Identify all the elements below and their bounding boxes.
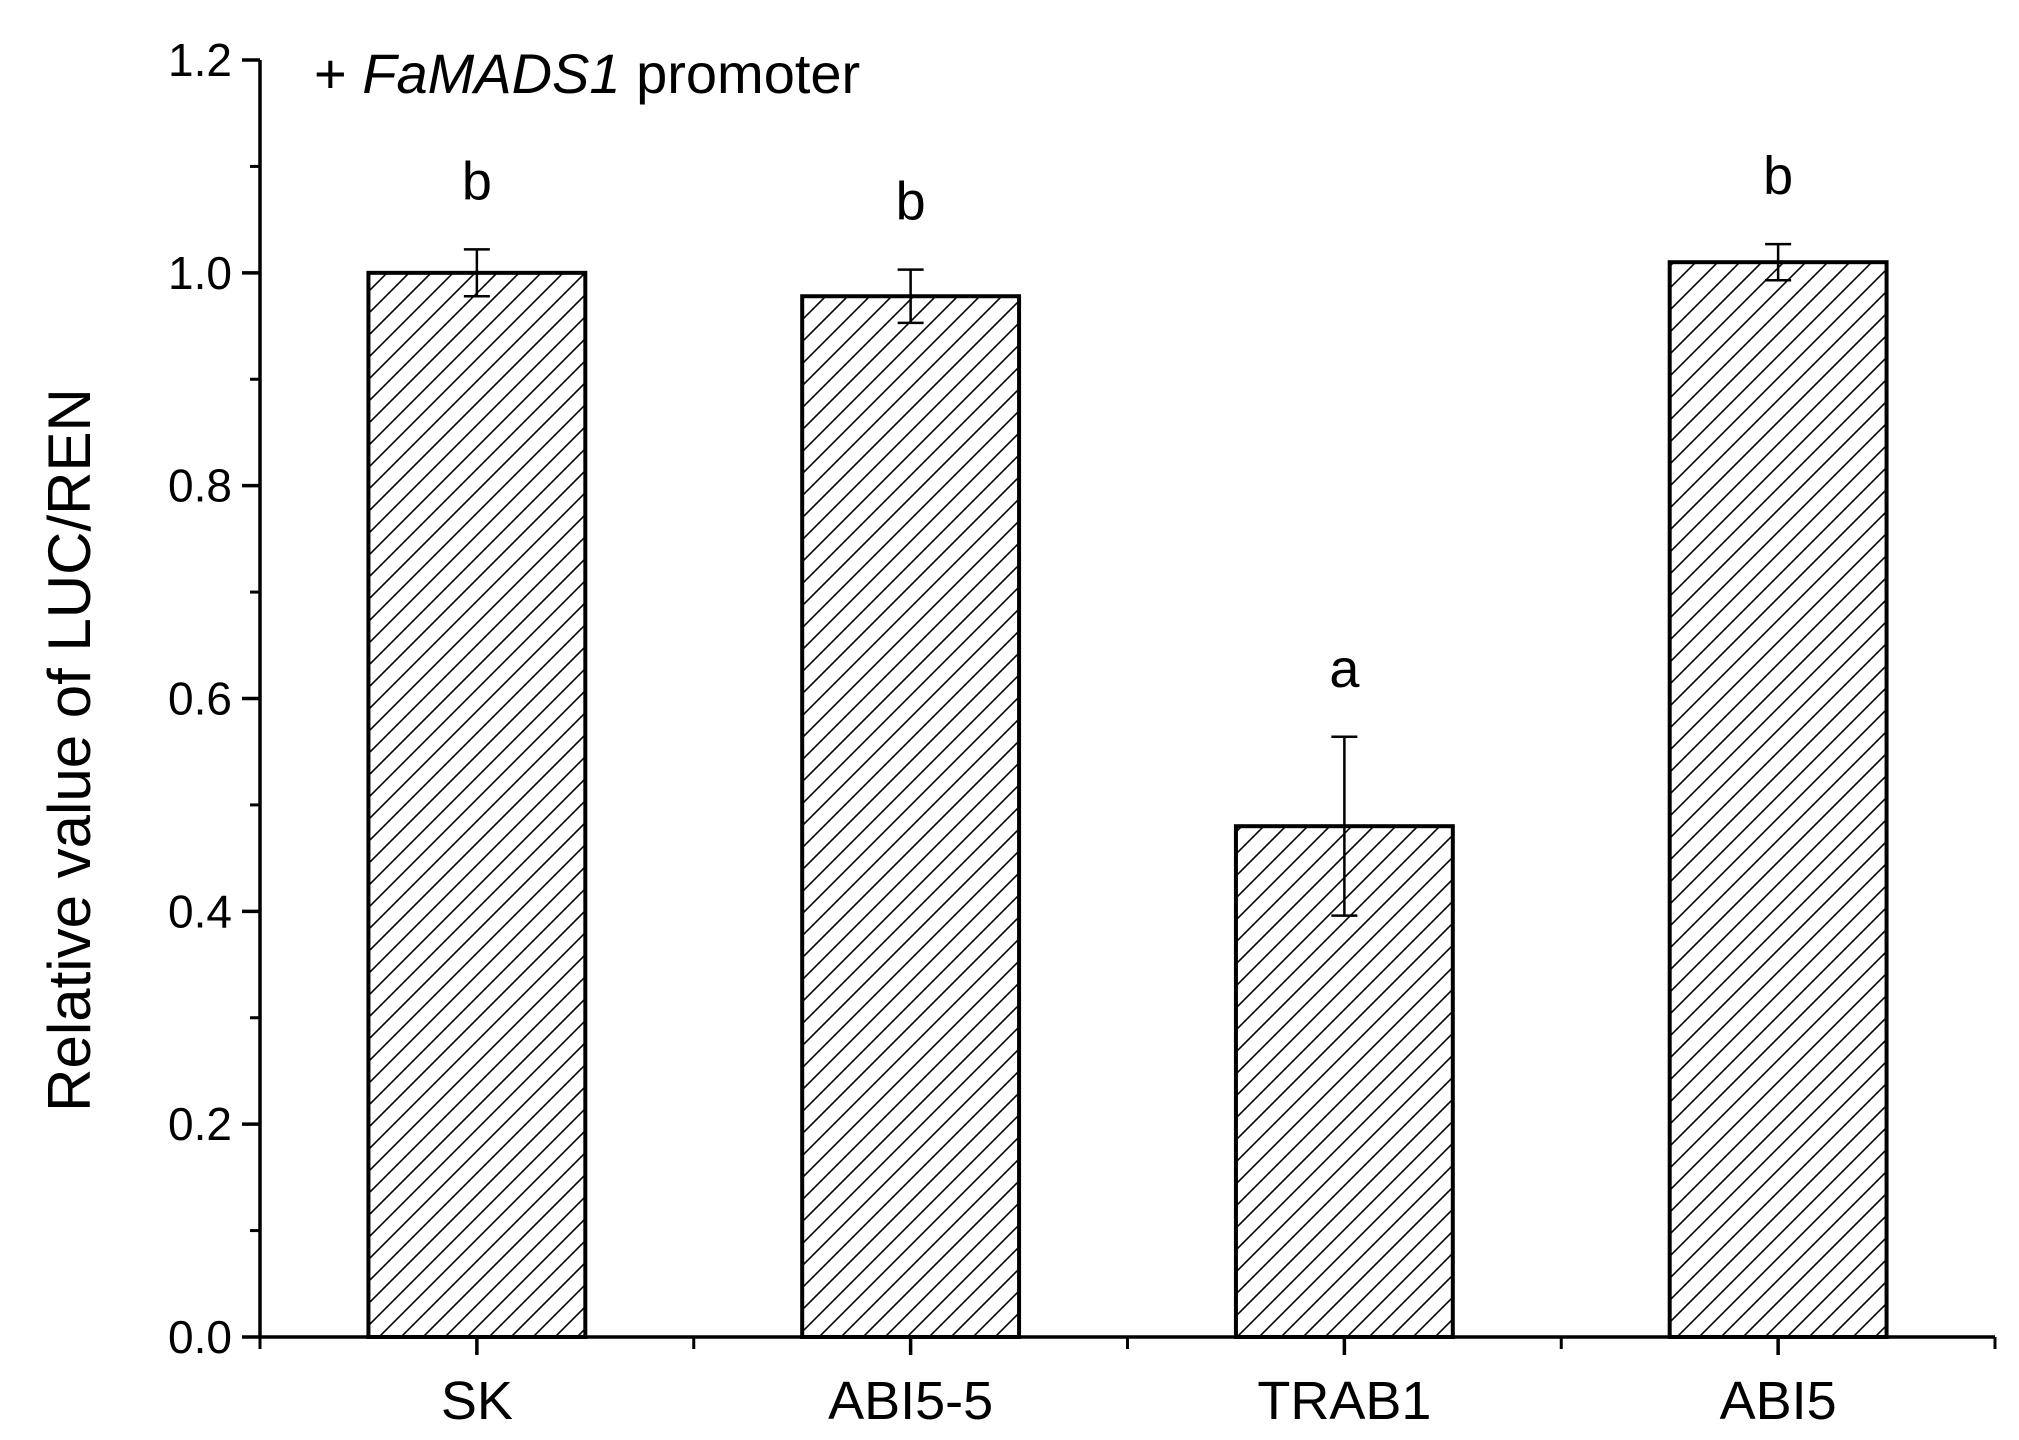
y-tick-label: 0.0 — [168, 1311, 232, 1363]
x-category-label: ABI5 — [1720, 1371, 1837, 1431]
y-tick-label: 1.2 — [168, 34, 232, 86]
bars-group: b b a b — [366, 146, 1889, 1340]
significance-label: b — [896, 172, 926, 232]
x-category-label: TRAB1 — [1257, 1371, 1431, 1431]
y-axis-label: Relative value of LUC/REN — [36, 388, 103, 1112]
annotation-prefix: + — [314, 42, 362, 105]
bar-sk — [366, 270, 588, 1339]
y-axis-ticks: 0.0 0.2 0.4 0.6 0.8 1.0 1.2 — [168, 34, 260, 1363]
significance-label: b — [1763, 146, 1793, 206]
bar-abi5-5 — [800, 294, 1022, 1339]
x-category-label: ABI5-5 — [828, 1371, 993, 1431]
annotation-gene-name: FaMADS1 — [362, 42, 620, 105]
y-tick-label: 0.4 — [168, 885, 232, 937]
x-axis-group: SK ABI5-5 TRAB1 ABI5 — [258, 1337, 1997, 1431]
y-tick-label: 0.6 — [168, 673, 232, 725]
y-tick-label: 0.8 — [168, 460, 232, 512]
significance-label: b — [462, 151, 492, 211]
significance-label: a — [1329, 639, 1360, 699]
y-tick-label: 1.0 — [168, 247, 232, 299]
chart-annotation: + FaMADS1 promoter — [314, 42, 860, 105]
bar-abi5 — [1667, 260, 1889, 1340]
y-tick-label: 0.2 — [168, 1098, 232, 1150]
x-category-label: SK — [441, 1371, 513, 1431]
annotation-suffix: promoter — [621, 42, 861, 105]
